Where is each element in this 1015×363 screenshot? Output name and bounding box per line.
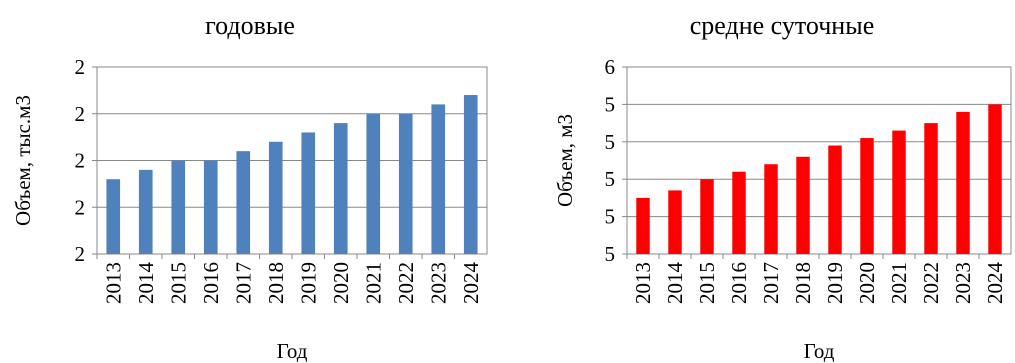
plot-frame	[626, 66, 1012, 255]
y-tick-label: 2	[75, 195, 86, 219]
x-tick-label: 2021	[887, 262, 911, 304]
x-tick-label: 2022	[919, 262, 943, 304]
bar	[668, 190, 682, 254]
bar	[463, 95, 478, 254]
x-tick-label: 2020	[329, 262, 353, 304]
y-tick-label: 5	[605, 130, 616, 154]
bar	[203, 160, 218, 254]
x-tick-label: 2024	[459, 262, 483, 305]
bar	[431, 104, 446, 255]
y-tick-label: 2	[75, 55, 86, 79]
x-tick-label: 2013	[101, 262, 125, 304]
x-tick-label: 2013	[631, 262, 655, 304]
bar	[828, 145, 842, 254]
y-tick-label: 5	[605, 242, 616, 266]
chart: годовые Объем, тыс.м3 Год 2 2 2 2 2 2013 2014 2015…	[11, 11, 488, 363]
bar	[138, 169, 153, 254]
bar	[398, 113, 413, 254]
x-axis-label: Год	[277, 339, 308, 363]
x-tick-label: 2024	[983, 262, 1007, 305]
x-axis-label: Год	[804, 339, 835, 363]
bar	[732, 171, 746, 254]
y-tick-label: 6	[605, 55, 616, 79]
bar	[366, 113, 381, 254]
bar	[636, 197, 650, 254]
x-tick-label: 2015	[695, 262, 719, 304]
bar	[988, 104, 1002, 255]
x-tick-label: 2014	[663, 262, 687, 305]
y-tick-label: 5	[605, 92, 616, 116]
y-tick-label: 5	[605, 205, 616, 229]
y-axis-label: Объем, тыс.м3	[11, 95, 35, 226]
x-tick-label: 2018	[264, 262, 288, 304]
bar	[236, 151, 251, 254]
x-tick-label: 2019	[823, 262, 847, 304]
x-tick-label: 2017	[759, 262, 783, 304]
x-tick-label: 2019	[296, 262, 320, 304]
y-axis-label: Объем, м3	[553, 114, 577, 207]
x-tick-label: 2017	[231, 262, 255, 304]
chart: средне суточные Объем, м3 Год 5 5 5 5 5 6 2013 201…	[553, 11, 1012, 363]
y-tick-label: 5	[605, 167, 616, 191]
bar	[106, 179, 121, 254]
x-tick-label: 2015	[166, 262, 190, 304]
chart-title: годовые	[205, 11, 295, 40]
bar	[956, 111, 970, 254]
bar	[333, 123, 348, 254]
x-tick-label: 2023	[951, 262, 975, 304]
y-tick-label: 2	[75, 149, 86, 173]
bar	[924, 123, 938, 254]
x-tick-label: 2021	[361, 262, 385, 304]
bar	[301, 132, 316, 254]
y-tick-label: 2	[75, 242, 86, 266]
x-tick-label: 2016	[727, 262, 751, 304]
x-tick-label: 2016	[199, 262, 223, 304]
x-tick-label: 2018	[791, 262, 815, 304]
x-tick-label: 2014	[134, 262, 158, 305]
x-tick-label: 2020	[855, 262, 879, 304]
x-tick-label: 2022	[394, 262, 418, 304]
x-tick-label: 2023	[426, 262, 450, 304]
bar	[700, 179, 714, 254]
bar	[860, 138, 874, 254]
bar	[796, 156, 810, 254]
bar	[764, 164, 778, 254]
bar	[171, 160, 186, 254]
chart-title: средне суточные	[690, 11, 874, 40]
y-tick-label: 2	[75, 102, 86, 126]
bar	[892, 130, 906, 254]
bar	[268, 141, 283, 254]
